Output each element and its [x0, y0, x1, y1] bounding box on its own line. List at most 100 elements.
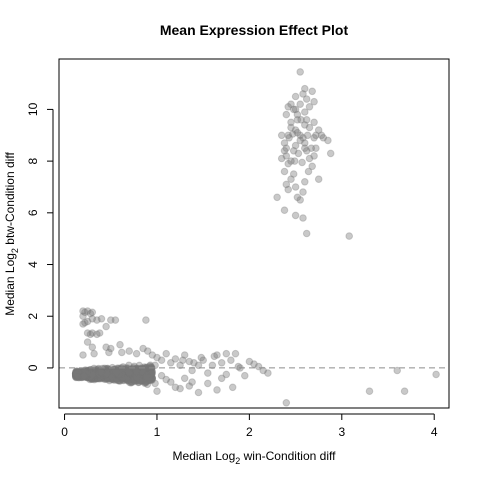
data-point: [79, 307, 87, 315]
data-point: [77, 371, 86, 380]
data-point: [94, 368, 102, 377]
data-point: [135, 371, 143, 379]
data-point: [121, 369, 130, 377]
data-point: [120, 366, 128, 374]
data-point: [139, 373, 148, 381]
data-point: [180, 374, 189, 383]
data-point: [305, 103, 314, 111]
data-point: [87, 368, 96, 377]
data-point: [95, 369, 104, 377]
data-point: [94, 369, 102, 377]
data-point: [114, 374, 122, 383]
data-point: [131, 374, 139, 383]
data-point: [108, 373, 116, 382]
data-point: [145, 373, 154, 382]
data-point: [227, 356, 235, 365]
data-point: [79, 369, 88, 377]
data-point: [118, 368, 127, 376]
data-point: [148, 374, 157, 383]
data-point: [95, 374, 103, 382]
data-point: [138, 366, 147, 375]
data-point: [114, 367, 123, 376]
data-point: [93, 369, 102, 378]
data-point: [139, 344, 147, 353]
data-point: [91, 368, 99, 377]
data-point: [72, 371, 81, 379]
data-point: [132, 371, 140, 379]
data-point: [137, 369, 146, 378]
data-point: [135, 375, 143, 383]
data-point: [109, 372, 118, 381]
x-tick-label: 3: [338, 425, 345, 439]
data-point: [101, 375, 109, 384]
data-point: [310, 97, 318, 106]
data-point: [88, 371, 96, 379]
data-point: [75, 369, 84, 378]
data-point: [112, 375, 120, 383]
data-point: [121, 374, 129, 382]
data-point: [197, 353, 206, 362]
data-point: [101, 369, 109, 377]
data-point: [91, 373, 100, 382]
data-point: [89, 370, 98, 379]
data-point: [83, 366, 92, 375]
data-point: [287, 175, 295, 183]
data-point: [71, 371, 80, 380]
data-point: [143, 367, 151, 376]
data-point: [107, 369, 116, 378]
data-point: [136, 370, 144, 379]
data-point: [118, 369, 126, 377]
data-point: [124, 371, 132, 380]
data-point: [114, 369, 123, 377]
data-point: [317, 131, 326, 140]
data-point: [105, 374, 113, 383]
data-point: [79, 370, 87, 378]
data-point: [287, 123, 295, 132]
data-point: [115, 372, 124, 380]
data-point: [101, 369, 110, 378]
data-point: [105, 372, 113, 380]
data-point: [142, 369, 151, 378]
data-point: [112, 369, 120, 378]
data-point: [141, 372, 150, 381]
data-point: [141, 371, 149, 380]
data-point: [126, 375, 134, 383]
data-point: [293, 116, 302, 124]
data-point: [96, 366, 105, 375]
data-point: [122, 374, 130, 383]
data-point: [83, 371, 92, 379]
data-point: [139, 368, 148, 377]
data-point: [104, 368, 112, 376]
data-point: [199, 356, 207, 365]
data-point: [147, 369, 156, 377]
data-point: [96, 372, 104, 380]
data-point: [87, 372, 95, 381]
data-point: [72, 370, 80, 379]
data-point: [93, 316, 101, 324]
data-point: [162, 375, 170, 384]
data-point: [128, 378, 136, 386]
data-point: [73, 370, 82, 379]
data-point: [131, 369, 139, 377]
data-point: [145, 373, 154, 382]
data-point: [345, 232, 354, 240]
data-point: [103, 368, 111, 377]
data-point: [95, 371, 104, 380]
data-point: [95, 368, 103, 376]
data-point: [79, 369, 87, 378]
data-point: [101, 369, 110, 377]
data-point: [73, 369, 81, 378]
data-point: [76, 369, 85, 378]
data-point: [82, 369, 91, 378]
data-point: [87, 374, 95, 382]
data-point: [287, 157, 295, 165]
data-point: [135, 373, 143, 382]
data-point: [75, 369, 84, 377]
data-point: [153, 387, 161, 396]
data-point: [301, 178, 309, 186]
data-point: [123, 368, 132, 377]
data-point: [144, 373, 153, 382]
data-point: [105, 368, 113, 377]
data-point: [90, 371, 98, 379]
data-point: [148, 369, 156, 377]
